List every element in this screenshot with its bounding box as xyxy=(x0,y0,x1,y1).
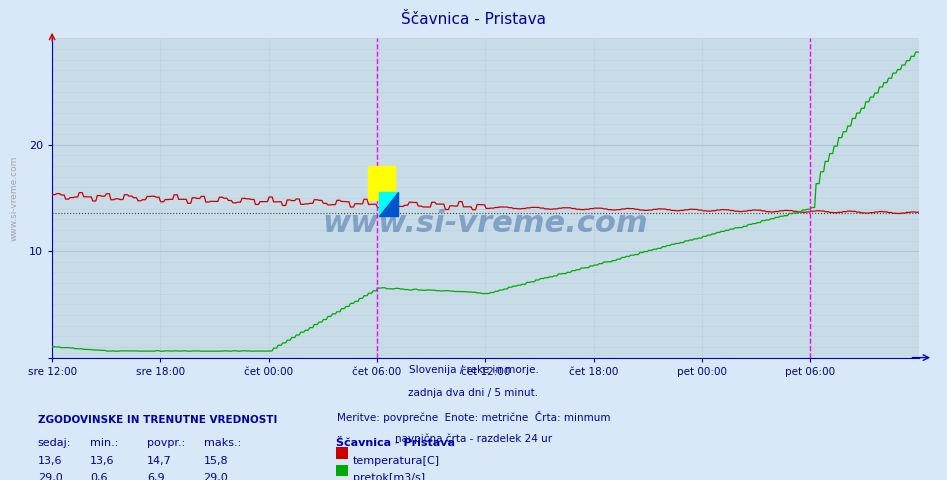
Text: 15,8: 15,8 xyxy=(204,456,228,466)
Text: 13,6: 13,6 xyxy=(38,456,63,466)
Text: pretok[m3/s]: pretok[m3/s] xyxy=(353,473,425,480)
Bar xyxy=(379,192,398,216)
Text: zadnja dva dni / 5 minut.: zadnja dva dni / 5 minut. xyxy=(408,388,539,398)
Text: Ščavnica - Pristava: Ščavnica - Pristava xyxy=(336,438,456,448)
Text: Ščavnica - Pristava: Ščavnica - Pristava xyxy=(401,12,546,27)
Polygon shape xyxy=(379,192,398,216)
Text: navpična črta - razdelek 24 ur: navpična črta - razdelek 24 ur xyxy=(395,434,552,444)
Text: 29,0: 29,0 xyxy=(204,473,228,480)
Text: min.:: min.: xyxy=(90,438,118,448)
Text: 14,7: 14,7 xyxy=(147,456,171,466)
Text: www.si-vreme.com: www.si-vreme.com xyxy=(323,209,648,238)
Text: sedaj:: sedaj: xyxy=(38,438,71,448)
Text: 6,9: 6,9 xyxy=(147,473,165,480)
Text: Meritve: povprečne  Enote: metrične  Črta: minmum: Meritve: povprečne Enote: metrične Črta:… xyxy=(337,411,610,423)
Text: 29,0: 29,0 xyxy=(38,473,63,480)
Text: 13,6: 13,6 xyxy=(90,456,115,466)
Text: temperatura[C]: temperatura[C] xyxy=(353,456,440,466)
Text: 0,6: 0,6 xyxy=(90,473,107,480)
Text: Slovenija / reke in morje.: Slovenija / reke in morje. xyxy=(408,365,539,375)
Text: ZGODOVINSKE IN TRENUTNE VREDNOSTI: ZGODOVINSKE IN TRENUTNE VREDNOSTI xyxy=(38,415,277,425)
Bar xyxy=(368,166,395,200)
Text: www.si-vreme.com: www.si-vreme.com xyxy=(9,156,19,240)
Text: povpr.:: povpr.: xyxy=(147,438,185,448)
Text: maks.:: maks.: xyxy=(204,438,241,448)
